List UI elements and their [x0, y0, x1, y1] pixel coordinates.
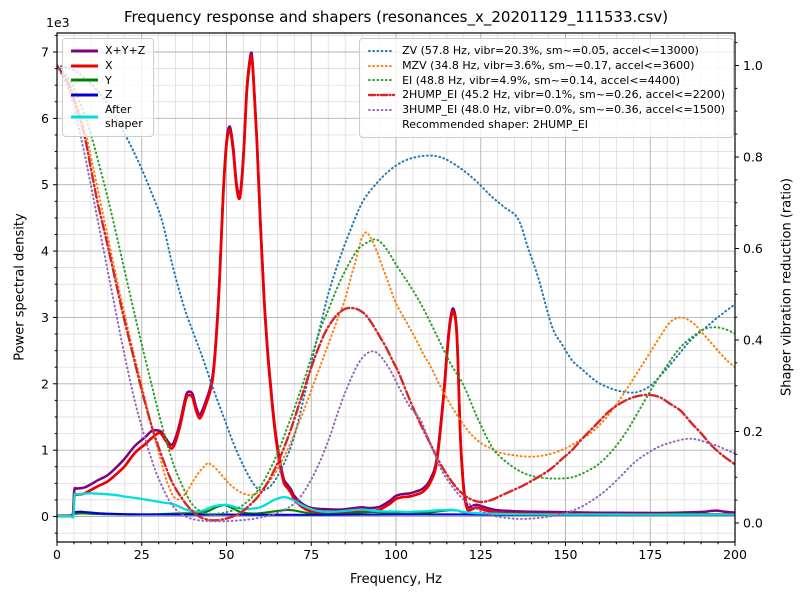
y-right-tick-label: 0.6 [743, 241, 763, 256]
y-left-tick-label: 4 [41, 244, 49, 259]
legend-item-label: 2HUMP_EI (45.2 Hz, vibr=0.1%, sm~=0.26, … [402, 88, 725, 102]
legend-item-note: Recommended shaper: 2HUMP_EI [368, 118, 725, 132]
legend-item-label: 3HUMP_EI (48.0 Hz, vibr=0.0%, sm~=0.36, … [402, 103, 725, 116]
legend-item-zv: ZV (57.8 Hz, vibr=20.3%, sm~=0.05, accel… [368, 44, 725, 58]
legend-line-sample-ei [368, 79, 396, 82]
x-tick-label: 25 [134, 547, 150, 562]
y-left-tick-label: 6 [41, 111, 49, 126]
y-right-tick-label: 0.0 [743, 516, 763, 531]
legend-line-sample-x-plus-y-plus-z [71, 49, 98, 53]
series-2hump-ei [57, 64, 735, 522]
legend-line-sample-2hump-ei [368, 93, 396, 97]
series-3hump-ei [57, 64, 735, 523]
x-tick-label: 125 [469, 547, 493, 562]
legend-psd: X+Y+Z X Y Z After shaper [62, 38, 155, 137]
series-x [57, 54, 735, 519]
y-left-tick-label: 5 [41, 177, 49, 192]
y-left-tick-label: 0 [41, 509, 49, 524]
x-axis-label: Frequency, Hz [349, 572, 443, 587]
series-mzv [57, 64, 735, 501]
x-tick-label: 200 [723, 547, 747, 562]
y-left-tick-label: 7 [41, 45, 49, 60]
legend-shapers: ZV (57.8 Hz, vibr=20.3%, sm~=0.05, accel… [359, 38, 734, 138]
legend-item-label: After shaper [105, 103, 143, 130]
chart-title: Frequency response and shapers (resonanc… [123, 8, 669, 26]
y-right-tick-label: 0.8 [743, 150, 763, 165]
y-left-tick-label: 3 [41, 310, 49, 325]
legend-line-sample-3hump-ei [368, 108, 396, 111]
x-tick-label: 50 [219, 547, 235, 562]
legend-line-sample-after-shaper [71, 115, 98, 119]
y-left-tick-label: 1 [41, 443, 49, 458]
legend-item-label: Y [105, 73, 112, 87]
x-tick-label: 0 [53, 547, 61, 562]
legend-item-label: Z [105, 88, 113, 102]
legend-item-label: MZV (34.8 Hz, vibr=3.6%, sm~=0.17, accel… [402, 58, 695, 72]
legend-line-sample-z [71, 93, 98, 97]
y-axis-label-left: Power spectral density [12, 213, 28, 361]
y-axis-label-right: Shaper vibration reduction (ratio) [779, 178, 795, 396]
y-axis-offset-text: 1e3 [46, 15, 70, 30]
legend-sample-blank [368, 119, 395, 131]
legend-line-sample-zv [368, 49, 396, 52]
legend-item-2hump-ei: 2HUMP_EI (45.2 Hz, vibr=0.1%, sm~=0.26, … [368, 88, 725, 102]
legend-item-x-plus-y-plus-z: X+Y+Z [71, 44, 145, 58]
series-ei [57, 64, 735, 515]
legend-item-3hump-ei: 3HUMP_EI (48.0 Hz, vibr=0.0%, sm~=0.36, … [368, 103, 725, 117]
x-tick-label: 100 [384, 547, 408, 562]
legend-item-label: X+Y+Z [105, 44, 146, 57]
y-right-tick-label: 1.0 [743, 58, 763, 73]
y-left-tick-label: 2 [41, 376, 49, 391]
legend-item-label: EI (48.8 Hz, vibr=4.9%, sm~=0.14, accel<… [402, 73, 681, 87]
legend-item-mzv: MZV (34.8 Hz, vibr=3.6%, sm~=0.17, accel… [368, 59, 725, 73]
legend-item-ei: EI (48.8 Hz, vibr=4.9%, sm~=0.14, accel<… [368, 74, 725, 88]
legend-item-x: X [71, 59, 145, 73]
series-zv [57, 64, 735, 492]
legend-item-y: Y [71, 74, 145, 88]
legend-line-sample-x [71, 64, 98, 68]
y-right-tick-label: 0.4 [743, 333, 763, 348]
series-after-shaper [57, 492, 735, 519]
legend-item-label: ZV (57.8 Hz, vibr=20.3%, sm~=0.05, accel… [402, 44, 699, 57]
x-tick-label: 150 [554, 547, 578, 562]
legend-item-z: Z [71, 88, 145, 102]
ticks [53, 34, 739, 546]
y-right-tick-label: 0.2 [743, 424, 763, 439]
series-group [57, 51, 735, 523]
recommended-shaper-note: Recommended shaper: 2HUMP_EI [402, 117, 589, 131]
x-tick-label: 75 [303, 547, 319, 562]
tick-labels: 0 25 50 75 100 125 150 175 200 0 1 2 3 4 5 6 7 0.0 0.2 0.4 0… [41, 45, 763, 563]
legend-line-sample-mzv [368, 64, 396, 67]
legend-line-sample-y [71, 78, 98, 82]
legend-item-after-shaper: After shaper [71, 103, 145, 131]
x-tick-label: 175 [638, 547, 662, 562]
legend-item-label: X [105, 58, 113, 72]
